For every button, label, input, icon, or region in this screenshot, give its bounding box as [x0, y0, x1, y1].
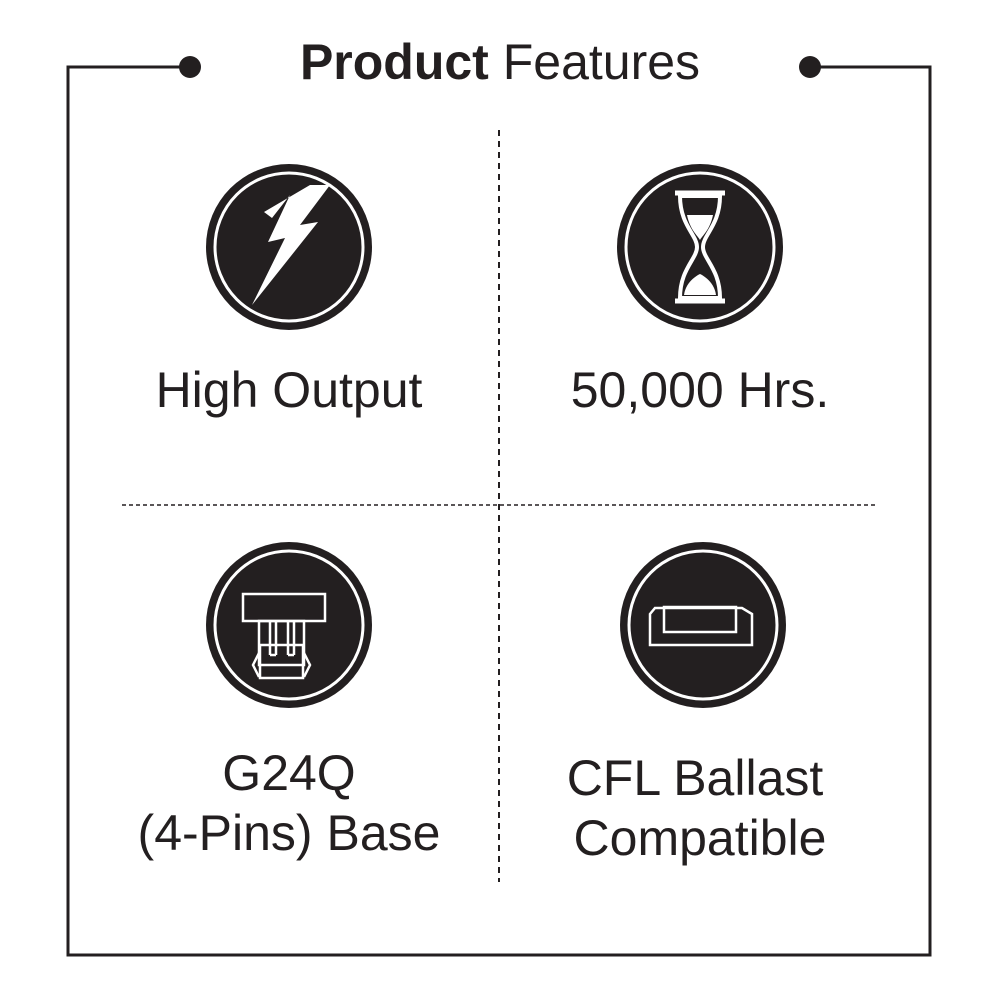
lightning-bolt-icon [206, 164, 372, 330]
feature-high-output: High Output [156, 164, 423, 418]
feature-label: G24Q [222, 745, 355, 801]
frame-dot-right [799, 56, 821, 78]
ballast-icon [620, 542, 786, 708]
feature-label: Compatible [574, 810, 827, 866]
feature-ballast: CFL Ballast Compatible [567, 542, 827, 866]
frame-dot-left [179, 56, 201, 78]
feature-label: (4-Pins) Base [138, 805, 441, 861]
feature-label: 50,000 Hrs. [571, 362, 829, 418]
page-title: Product Features [300, 34, 700, 90]
feature-base: G24Q (4-Pins) Base [138, 542, 441, 861]
feature-label: CFL Ballast [567, 750, 824, 806]
frame [66, 65, 932, 957]
feature-lifetime: 50,000 Hrs. [571, 164, 829, 418]
hourglass-icon [617, 164, 783, 330]
feature-label: High Output [156, 362, 423, 418]
g24q-base-icon [206, 542, 372, 708]
